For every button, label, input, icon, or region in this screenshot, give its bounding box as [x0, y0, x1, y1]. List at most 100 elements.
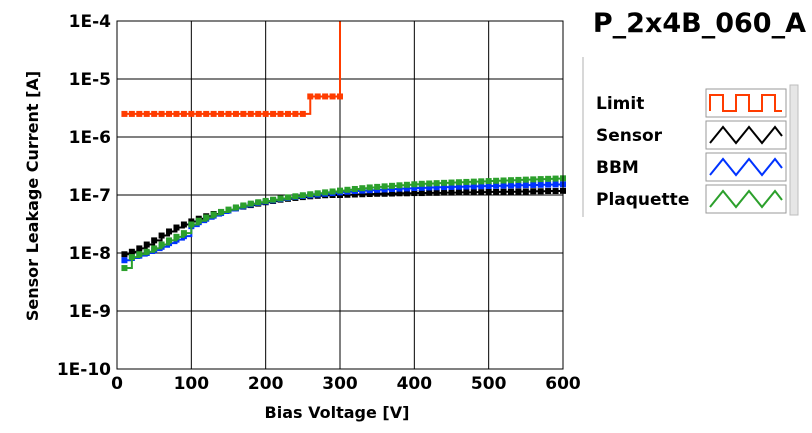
sensor-data-point — [478, 189, 485, 196]
x-tick-label: 0 — [111, 374, 123, 394]
legend-swatch-plaquette — [709, 189, 783, 209]
x-tick-label: 200 — [248, 374, 284, 394]
legend-scrollbar[interactable] — [789, 84, 799, 216]
x-tick-label: 500 — [471, 374, 507, 394]
plaquette-data-point — [329, 188, 336, 195]
limit-data-point — [232, 110, 239, 117]
plaquette-data-point — [232, 204, 239, 211]
plaquette-data-point — [240, 202, 247, 209]
plaquette-data-point — [507, 177, 514, 184]
plaquette-data-point — [255, 199, 262, 206]
bbm-data-point — [121, 257, 128, 264]
plaquette-data-point — [426, 180, 433, 187]
sensor-data-point — [463, 189, 470, 196]
plaquette-data-point — [166, 237, 173, 244]
plaquette-data-point — [359, 185, 366, 192]
sensor-data-point — [441, 189, 448, 196]
sensor-data-point — [359, 191, 366, 198]
sensor-data-point — [433, 189, 440, 196]
plaquette-data-point — [552, 175, 559, 182]
plaquette-data-point — [493, 177, 500, 184]
y-tick-label: 1E-10 — [57, 360, 111, 380]
plaquette-data-point — [337, 187, 343, 194]
limit-data-point — [158, 110, 165, 117]
bbm-data-point — [455, 183, 462, 190]
bbm-data-point — [441, 184, 448, 191]
bbm-data-point — [411, 185, 418, 192]
x-tick-label: 400 — [397, 374, 433, 394]
sensor-data-point — [136, 245, 143, 252]
limit-data-point — [225, 110, 232, 117]
plaquette-data-point — [284, 194, 291, 201]
limit-data-point — [188, 110, 195, 117]
limit-data-point — [180, 110, 187, 117]
sensor-data-point — [455, 189, 462, 196]
sensor-data-point — [530, 188, 537, 195]
plaquette-data-point — [180, 230, 187, 237]
limit-data-point — [262, 110, 269, 117]
plaquette-data-point — [530, 176, 537, 183]
sensor-data-point — [143, 241, 150, 248]
bbm-data-point — [396, 185, 403, 192]
limit-data-point — [240, 110, 247, 117]
plaquette-data-point — [545, 175, 552, 182]
sensor-data-point — [128, 248, 135, 255]
plaquette-data-point — [307, 191, 314, 198]
x-axis-ticks: 0 100 200 300 400 500 600 — [111, 374, 581, 394]
bbm-data-point — [478, 183, 485, 190]
plaquette-data-point — [322, 189, 329, 196]
sensor-data-point — [173, 224, 180, 231]
limit-data-point — [270, 110, 277, 117]
x-tick-label: 100 — [174, 374, 210, 394]
y-axis-ticks: 1E-10 1E-9 1E-8 1E-7 1E-6 1E-5 1E-4 — [57, 12, 111, 380]
plaquette-data-point — [537, 176, 544, 183]
y-tick-label: 1E-9 — [69, 302, 111, 322]
plaquette-data-point — [188, 221, 195, 228]
plaquette-data-point — [403, 181, 410, 188]
series-layer — [121, 21, 566, 272]
plaquette-data-point — [314, 190, 321, 197]
bbm-data-point — [545, 181, 552, 188]
plaquette-data-point — [270, 196, 277, 203]
plaquette-data-point — [433, 180, 440, 187]
sensor-data-point — [552, 188, 559, 195]
sensor-data-point — [426, 189, 433, 196]
plaquette-data-point — [448, 179, 455, 186]
plaquette-data-point — [455, 179, 462, 186]
sensor-data-point — [493, 188, 500, 195]
legend-swatch-sensor — [709, 125, 783, 145]
sensor-data-point — [448, 189, 455, 196]
y-tick-label: 1E-8 — [69, 244, 111, 264]
plaquette-data-point — [136, 251, 143, 258]
sensor-data-point — [537, 188, 544, 195]
plaquette-data-point — [485, 178, 492, 185]
limit-data-point — [247, 110, 254, 117]
legend-swatch-bbm — [709, 157, 783, 177]
sensor-data-point — [470, 189, 477, 196]
plot-frame — [116, 20, 564, 370]
plaquette-data-point — [396, 182, 403, 189]
sensor-data-point — [485, 188, 492, 195]
limit-data-point — [210, 110, 217, 117]
plaquette-data-point — [203, 214, 210, 221]
limit-data-point — [218, 110, 225, 117]
sensor-data-point — [396, 190, 403, 197]
plaquette-data-point — [262, 197, 269, 204]
limit-data-point — [284, 110, 291, 117]
sensor-data-point — [188, 218, 195, 225]
sensor-data-point — [151, 237, 158, 244]
sensor-data-point — [344, 191, 351, 198]
legend-label-sensor: Sensor — [596, 126, 663, 146]
bbm-data-point — [485, 182, 492, 189]
y-tick-label: 1E-7 — [69, 186, 111, 206]
plaquette-data-point — [366, 184, 373, 191]
plaquette-data-point — [344, 186, 351, 193]
sensor-data-point — [351, 191, 358, 198]
y-tick-label: 1E-6 — [69, 128, 111, 148]
sensor-data-point — [366, 191, 373, 198]
bbm-data-point — [463, 183, 470, 190]
plaquette-data-point — [299, 192, 306, 199]
plaquette-data-point — [389, 182, 396, 189]
legend-swatch-limit — [709, 94, 782, 112]
